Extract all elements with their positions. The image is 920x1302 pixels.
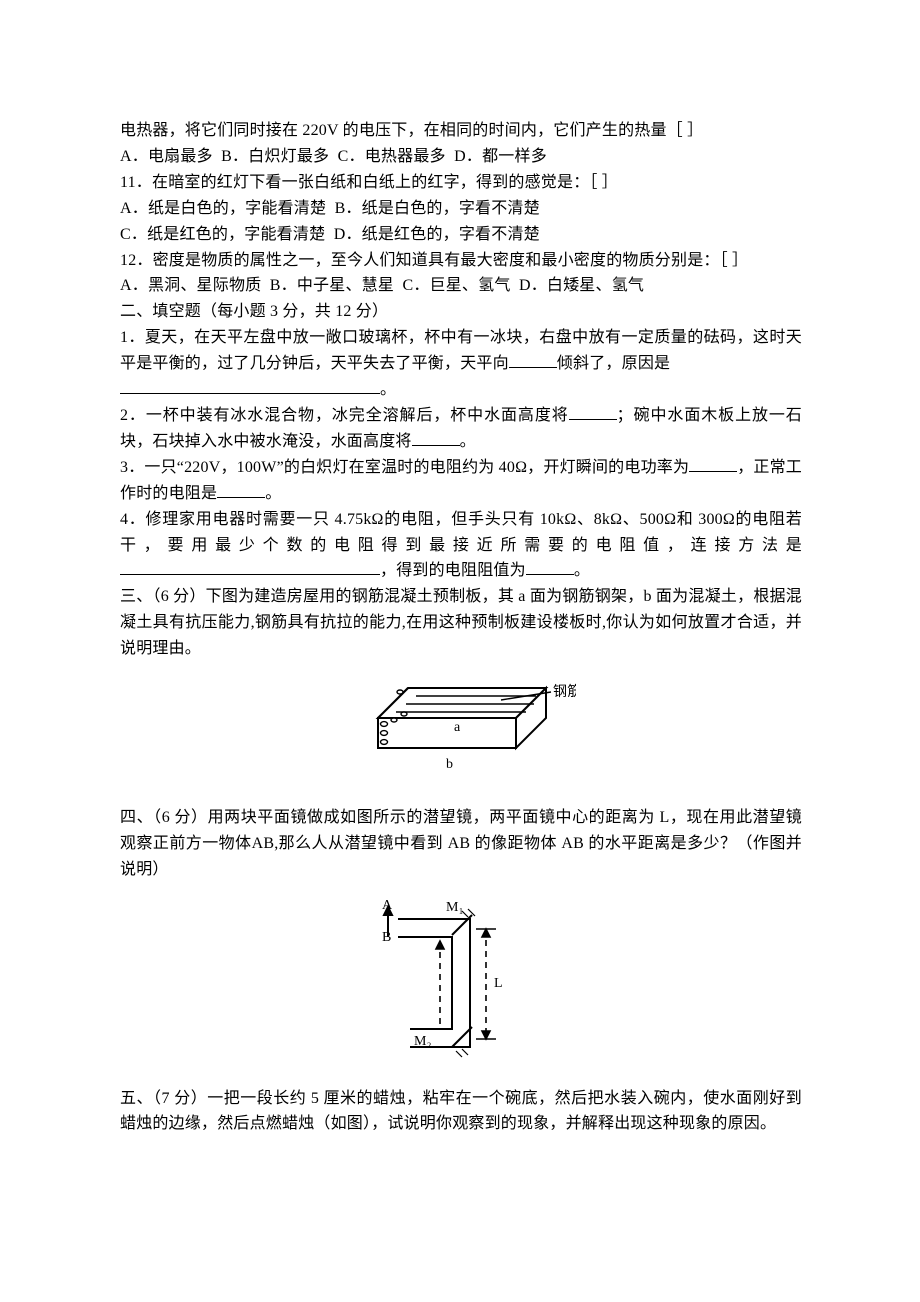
blank xyxy=(412,430,460,445)
q11-opt-d: D．纸是红色的，字看不清楚 xyxy=(334,226,540,243)
q11-opt-a: A．纸是白色的，字能看清楚 xyxy=(120,200,326,217)
q11: 11．在暗室的红灯下看一张白纸和白纸上的红字，得到的感觉是：［ ］ xyxy=(120,170,802,196)
q12-opt-d: D．白矮星、氢气 xyxy=(519,277,644,294)
fill-3-end: 。 xyxy=(265,485,281,502)
label-a: a xyxy=(454,720,461,735)
fill-4-line1: 4．修理家用电器时需要一只 4.75kΩ的电阻，但手头只有 10kΩ、8kΩ、5… xyxy=(120,507,802,559)
fill-4-text-b: ，得到的电阻阻值为 xyxy=(380,562,526,579)
q12-options: A．黑洞、星际物质 B．中子星、慧星 C．巨星、氢气 D．白矮星、氢气 xyxy=(120,273,802,299)
fill-4-line2: ，得到的电阻阻值为 。 xyxy=(120,558,802,584)
label-A: A xyxy=(382,898,393,913)
q11-row2: C．纸是红色的，字能看清楚 D．纸是红色的，字看不清楚 xyxy=(120,222,802,248)
fill-3-text-a: 3．一只“220V，100W”的白炽灯在室温时的电阻约为 40Ω，开灯瞬间的电功… xyxy=(120,459,689,476)
figure-periscope: A B M₁ M₂ L xyxy=(120,897,802,1076)
blank xyxy=(689,456,737,471)
q10-tail: 电热器，将它们同时接在 220V 的电压下，在相同的时间内，它们产生的热量［ ］ xyxy=(120,118,802,144)
fill-2-end: 。 xyxy=(460,433,476,450)
q10-opt-b: B．白炽灯最多 xyxy=(221,148,329,165)
fill-1: 1．夏天，在天平左盘中放一敞口玻璃杯，杯中有一冰块，右盘中放有一定质量的砝码，这… xyxy=(120,325,802,377)
q4: 四、（6 分）用两块平面镜做成如图所示的潜望镜，两平面镜中心的距离为 L，现在用… xyxy=(120,805,802,883)
q10-opt-a: A．电扇最多 xyxy=(120,148,213,165)
blank xyxy=(120,379,380,394)
label-L: L xyxy=(494,976,503,991)
q12: 12．密度是物质的属性之一，至今人们知道具有最大密度和最小密度的物质分别是：［ … xyxy=(120,248,802,274)
blank xyxy=(217,482,265,497)
q12-opt-b: B．中子星、慧星 xyxy=(270,277,394,294)
figure-slab: 钢筋 a b xyxy=(120,676,802,795)
label-B: B xyxy=(382,930,392,945)
fill-1-end: 。 xyxy=(380,381,396,398)
q11-opt-b: B．纸是白色的，字看不清楚 xyxy=(335,200,540,217)
q11-opt-c: C．纸是红色的，字能看清楚 xyxy=(120,226,325,243)
blank xyxy=(509,353,557,368)
label-steel: 钢筋 xyxy=(553,683,576,700)
fill-4-end: 。 xyxy=(574,562,590,579)
q11-row1: A．纸是白色的，字能看清楚 B．纸是白色的，字看不清楚 xyxy=(120,196,802,222)
fill-1-text-a: 1．夏天，在天平左盘中放一敞口玻璃杯，杯中有一冰块，右盘中放有一定质量的砝码，这… xyxy=(120,329,802,372)
q10-opt-c: C．电热器最多 xyxy=(338,148,446,165)
q10-options: A．电扇最多 B．白炽灯最多 C．电热器最多 D．都一样多 xyxy=(120,144,802,170)
q10-opt-d: D．都一样多 xyxy=(454,148,547,165)
label-b: b xyxy=(446,757,453,772)
q3: 三、（6 分）下图为建造房屋用的钢筋混凝土预制板，其 a 面为钢筋钢架，b 面为… xyxy=(120,584,802,662)
fill-3: 3．一只“220V，100W”的白炽灯在室温时的电阻约为 40Ω，开灯瞬间的电功… xyxy=(120,455,802,507)
fill-2: 2．一杯中装有冰水混合物，冰完全溶解后，杯中水面高度将；碗中水面木板上放一石块，… xyxy=(120,403,802,455)
blank xyxy=(569,405,617,420)
fill-4-text-a: 4．修理家用电器时需要一只 4.75kΩ的电阻，但手头只有 10kΩ、8kΩ、5… xyxy=(120,511,802,554)
label-M1: M₁ xyxy=(446,900,464,915)
q5: 五、（7 分）一把一段长约 5 厘米的蜡烛，粘牢在一个碗底，然后把水装入碗内，使… xyxy=(120,1086,802,1138)
q12-opt-a: A．黑洞、星际物质 xyxy=(120,277,261,294)
fill-2-text-a: 2．一杯中装有冰水混合物，冰完全溶解后，杯中水面高度将 xyxy=(120,407,569,424)
fill-1-text-b: 倾斜了，原因是 xyxy=(557,355,670,372)
blank xyxy=(120,560,380,575)
section-2-heading: 二、填空题（每小题 3 分，共 12 分） xyxy=(120,299,802,325)
label-M2: M₂ xyxy=(414,1034,432,1049)
blank xyxy=(526,560,574,575)
q12-opt-c: C．巨星、氢气 xyxy=(402,277,510,294)
fill-1-line2: 。 xyxy=(120,377,802,403)
